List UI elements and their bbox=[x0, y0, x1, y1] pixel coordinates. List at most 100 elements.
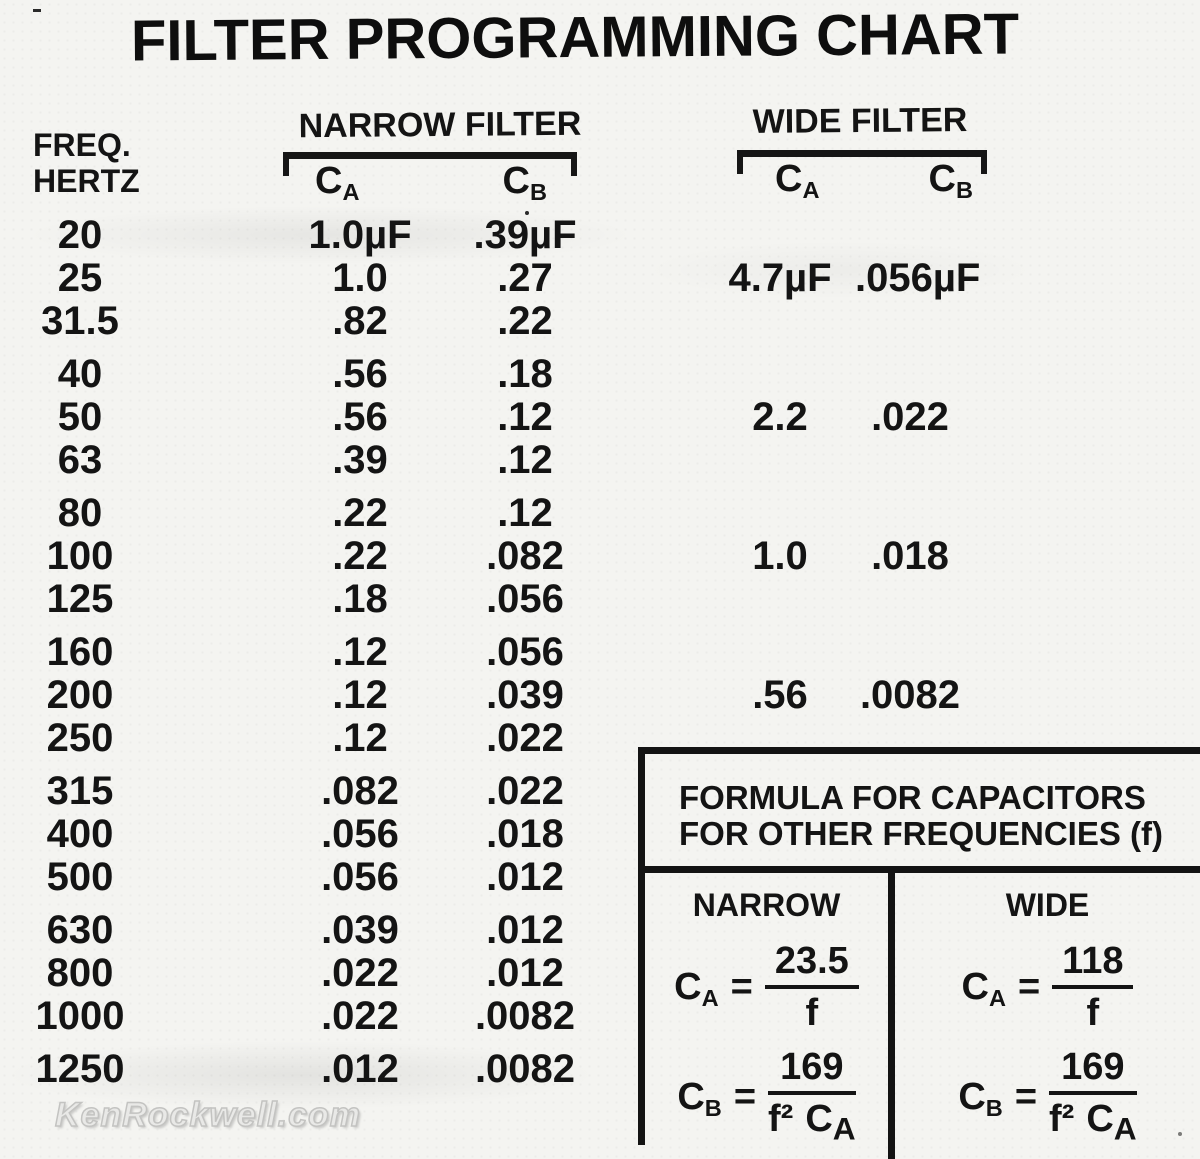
fraction: 23.5 f bbox=[764, 940, 859, 1034]
freq-column-header: FREQ. HERTZ bbox=[33, 127, 140, 199]
freq-value: 40 bbox=[57, 352, 103, 396]
table-row: 20 1.0µF .39µF bbox=[0, 214, 1000, 257]
table-row: 1000 .022 .0082 bbox=[0, 995, 1000, 1038]
freq-value: 31.5 bbox=[41, 299, 119, 343]
narrow-cb-value: .22 bbox=[497, 299, 553, 343]
freq-value: 125 bbox=[46, 577, 114, 621]
freq-value: 315 bbox=[46, 769, 114, 813]
narrow-ca-value: .056 bbox=[321, 855, 399, 899]
narrow-cb-value: .18 bbox=[497, 352, 553, 396]
freq-value: 500 bbox=[46, 855, 114, 899]
scan-speck bbox=[525, 211, 529, 215]
cb-symbol: CB bbox=[958, 1076, 1003, 1122]
narrow-ca-value: .022 bbox=[321, 951, 399, 995]
table-row: 100 .22 .082 1.0 .018 bbox=[0, 535, 1000, 578]
scan-speck bbox=[33, 9, 41, 12]
narrow-cb-value: .012 bbox=[486, 855, 564, 899]
narrow-ca-value: 1.0µF bbox=[308, 213, 412, 257]
wide-cb-value bbox=[855, 214, 965, 257]
equals-sign: = bbox=[1014, 1076, 1038, 1119]
wide-cb-value bbox=[855, 439, 965, 482]
narrow-ca-value: .22 bbox=[332, 491, 388, 535]
narrow-filter-bracket bbox=[283, 152, 577, 176]
equals-sign: = bbox=[733, 1076, 757, 1119]
freq-value: 200 bbox=[46, 673, 114, 717]
formula-narrow-column: NARROW CA = 23.5 f CB = 169 f² CA bbox=[645, 873, 895, 1159]
table-row: 50 .56 .12 2.2 .022 bbox=[0, 396, 1000, 439]
narrow-ca-value: 1.0 bbox=[332, 256, 388, 300]
wide-ca-value: 4.7µF bbox=[728, 256, 832, 300]
page-title: FILTER PROGRAMMING CHART bbox=[130, 1, 1020, 74]
narrow-cb-value: .27 bbox=[497, 256, 553, 300]
wide-cb-value: .056µF bbox=[855, 256, 981, 300]
freq-value: 1250 bbox=[35, 1047, 125, 1091]
wide-ca-value bbox=[705, 578, 855, 621]
freq-header-line2: HERTZ bbox=[33, 163, 140, 199]
fraction: 118 f bbox=[1052, 940, 1134, 1034]
table-row: 1250 .012 .0082 bbox=[0, 1048, 1000, 1091]
wide-cb-header: CB bbox=[928, 158, 973, 204]
formula-narrow-label: NARROW bbox=[692, 887, 841, 923]
narrow-ca-value: .82 bbox=[332, 299, 388, 343]
wide-ca-formula: CA = 118 f bbox=[895, 940, 1200, 1034]
wide-filter-header: WIDE FILTER bbox=[752, 101, 968, 141]
narrow-ca-value: .18 bbox=[332, 577, 388, 621]
freq-value: 800 bbox=[46, 951, 114, 995]
freq-value: 630 bbox=[46, 908, 114, 952]
freq-value: 400 bbox=[46, 812, 114, 856]
formula-box-title-line1: FORMULA FOR CAPACITORS bbox=[679, 779, 1146, 816]
narrow-ca-value: .12 bbox=[332, 716, 388, 760]
narrow-ca-value: .039 bbox=[321, 908, 399, 952]
narrow-cb-formula: CB = 169 f² CA bbox=[645, 1046, 888, 1150]
formula-wide-column: WIDE CA = 118 f CB = 169 f² CA bbox=[895, 873, 1200, 1159]
narrow-filter-subheaders: CA CB bbox=[283, 158, 577, 204]
freq-value: 63 bbox=[57, 438, 103, 482]
freq-value: 100 bbox=[46, 534, 114, 578]
narrow-cb-value: .39µF bbox=[473, 213, 577, 257]
narrow-ca-value: .22 bbox=[332, 534, 388, 578]
scan-speck bbox=[1178, 1132, 1182, 1136]
formula-box-title-line2: FOR OTHER FREQUENCIES (f) bbox=[679, 815, 1163, 852]
wide-cb-value bbox=[855, 300, 965, 343]
wide-ca-header: CA bbox=[775, 158, 820, 204]
formula-box: FORMULA FOR CAPACITORS FOR OTHER FREQUEN… bbox=[638, 747, 1200, 1159]
narrow-cb-value: .12 bbox=[497, 491, 553, 535]
wide-filter-subheaders: CA CB bbox=[737, 156, 987, 202]
narrow-ca-value: .056 bbox=[321, 812, 399, 856]
formula-box-title: FORMULA FOR CAPACITORS FOR OTHER FREQUEN… bbox=[645, 754, 1200, 873]
narrow-cb-value: .0082 bbox=[474, 994, 576, 1038]
wide-cb-value bbox=[855, 492, 965, 535]
fraction-denominator: f² CA bbox=[768, 1098, 856, 1147]
wide-cb-value bbox=[855, 578, 965, 621]
wide-ca-value: 2.2 bbox=[752, 395, 808, 439]
narrow-cb-value: .0082 bbox=[474, 1047, 576, 1091]
narrow-filter-header: NARROW FILTER bbox=[298, 104, 582, 146]
freq-value: 25 bbox=[57, 256, 103, 300]
table-row: 400 .056 .018 bbox=[0, 813, 1000, 856]
narrow-cb-value: .039 bbox=[486, 673, 564, 717]
table-row: 800 .022 .012 bbox=[0, 952, 1000, 995]
narrow-cb-value: .082 bbox=[486, 534, 564, 578]
narrow-ca-value: .012 bbox=[321, 1047, 399, 1091]
wide-ca-value: 1.0 bbox=[752, 534, 808, 578]
filter-table: 20 1.0µF .39µF 25 1.0 .27 4.7µF .056µF 3… bbox=[0, 214, 1000, 1091]
table-row: 31.5 .82 .22 bbox=[0, 300, 1000, 343]
narrow-cb-value: .012 bbox=[486, 951, 564, 995]
wide-ca-value: .56 bbox=[752, 673, 808, 717]
wide-cb-value bbox=[855, 631, 965, 674]
freq-header-line1: FREQ. bbox=[33, 127, 131, 163]
formula-wide-label: WIDE bbox=[1005, 887, 1090, 923]
table-row: 160 .12 .056 bbox=[0, 631, 1000, 674]
equals-sign: = bbox=[730, 965, 753, 1008]
narrow-cb-value: .012 bbox=[486, 908, 564, 952]
wide-cb-value: .0082 bbox=[859, 673, 961, 717]
wide-cb-formula: CB = 169 f² CA bbox=[895, 1046, 1200, 1150]
narrow-ca-value: .022 bbox=[321, 994, 399, 1038]
table-row: 500 .056 .012 bbox=[0, 856, 1000, 899]
freq-value: 1000 bbox=[35, 994, 125, 1038]
table-row: 80 .22 .12 bbox=[0, 492, 1000, 535]
ca-symbol: CA bbox=[674, 965, 719, 1011]
freq-value: 250 bbox=[46, 716, 114, 760]
freq-value: 160 bbox=[46, 630, 114, 674]
wide-ca-value bbox=[705, 300, 855, 343]
